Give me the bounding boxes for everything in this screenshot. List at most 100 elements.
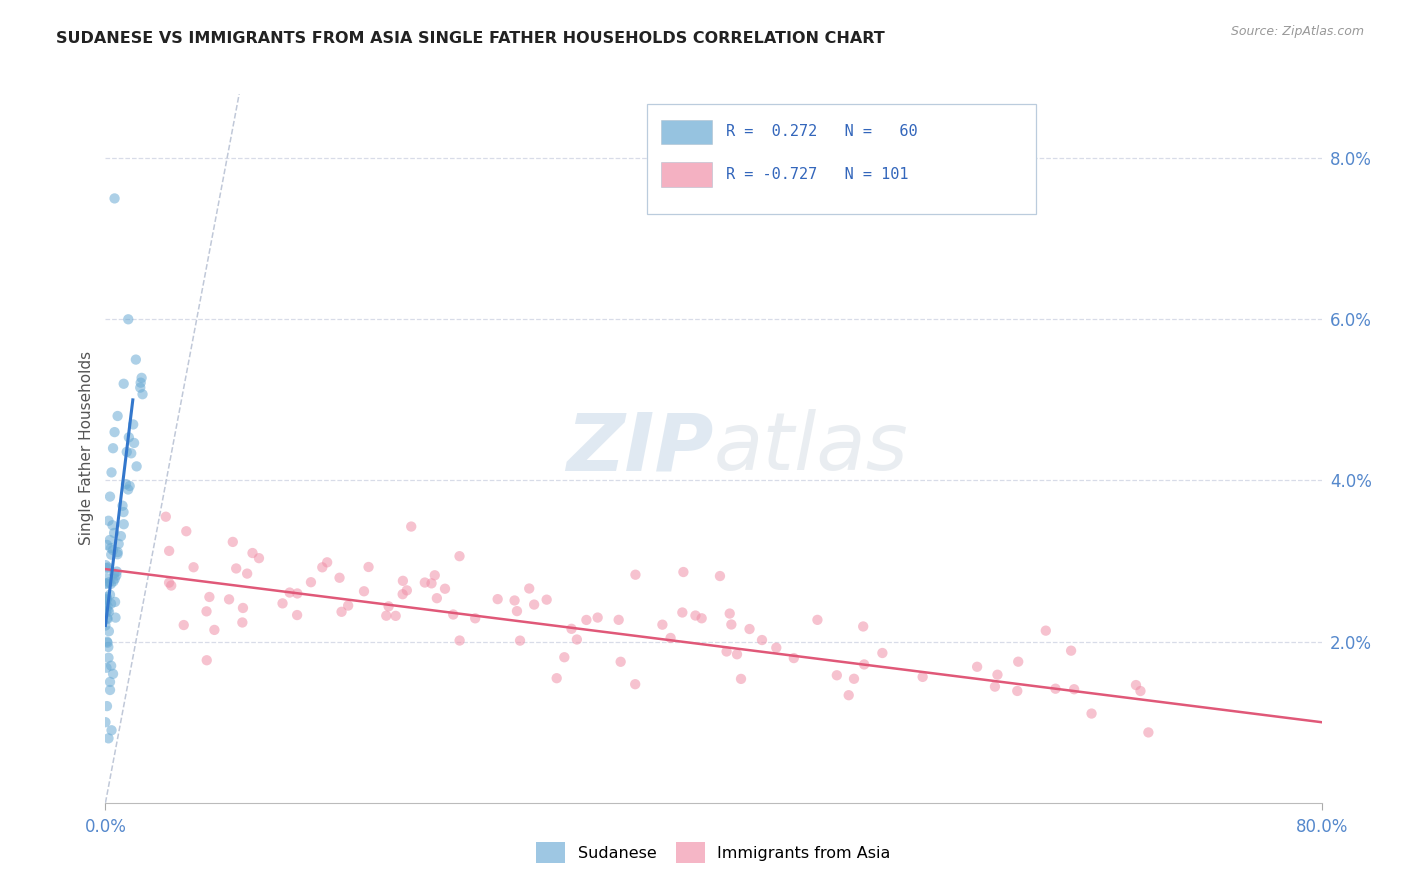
Point <box>105 565 128 579</box>
Point <box>1125 678 1147 692</box>
Point <box>120 446 142 460</box>
Point <box>218 592 240 607</box>
Point <box>96 592 118 607</box>
Point <box>842 672 865 686</box>
Point <box>560 622 582 636</box>
Point <box>100 548 122 562</box>
Point <box>97 514 120 528</box>
Point <box>523 598 546 612</box>
Point <box>433 582 456 596</box>
Point <box>337 599 360 613</box>
Point <box>672 565 695 579</box>
Point <box>565 632 588 647</box>
Point <box>103 566 125 581</box>
Point <box>183 560 205 574</box>
Point <box>553 650 575 665</box>
Point <box>231 615 253 630</box>
Y-axis label: Single Father Households: Single Father Households <box>79 351 94 545</box>
Point <box>236 566 259 581</box>
Point <box>536 592 558 607</box>
Point <box>96 571 118 585</box>
Point <box>651 617 673 632</box>
Point <box>353 584 375 599</box>
Point <box>94 558 117 573</box>
Point <box>129 376 152 390</box>
Point <box>96 576 118 591</box>
Point <box>107 547 129 561</box>
Point <box>449 633 471 648</box>
FancyBboxPatch shape <box>661 162 713 186</box>
Point <box>96 599 118 614</box>
Point <box>103 425 125 439</box>
Point <box>107 537 129 551</box>
Point <box>377 599 399 614</box>
Point <box>97 731 120 746</box>
Point <box>671 606 693 620</box>
Point <box>716 644 738 658</box>
Point <box>751 633 773 648</box>
Point <box>330 605 353 619</box>
Point <box>984 680 1007 694</box>
Point <box>738 622 761 636</box>
Point <box>157 544 180 558</box>
Point <box>391 587 413 601</box>
Point <box>97 624 120 639</box>
Point <box>872 646 894 660</box>
Point <box>100 658 122 673</box>
Point <box>328 571 350 585</box>
Point <box>112 376 135 391</box>
Point <box>395 583 418 598</box>
Point <box>131 387 153 401</box>
Point <box>426 591 449 606</box>
Point <box>98 674 121 689</box>
Point <box>609 655 631 669</box>
Point <box>157 575 180 590</box>
Point <box>155 509 177 524</box>
Point <box>118 430 141 444</box>
Point <box>464 611 486 625</box>
Point <box>103 525 125 540</box>
Point <box>101 666 124 681</box>
Point <box>111 499 134 513</box>
Point <box>546 671 568 685</box>
Point <box>118 479 141 493</box>
Point <box>1045 681 1067 696</box>
Point <box>97 560 120 574</box>
Point <box>104 572 127 586</box>
Point <box>1137 725 1160 739</box>
Point <box>503 593 526 607</box>
Point <box>423 568 446 582</box>
Point <box>160 578 183 592</box>
Point <box>96 590 118 604</box>
Point <box>413 575 436 590</box>
Point <box>725 648 748 662</box>
Point <box>509 633 531 648</box>
Point <box>131 371 153 385</box>
Point <box>586 610 609 624</box>
Point <box>96 636 118 650</box>
Point <box>96 592 118 607</box>
Point <box>112 517 135 532</box>
Point <box>96 699 118 714</box>
Point <box>94 576 117 591</box>
Point <box>176 524 198 539</box>
Point <box>399 519 422 533</box>
Point <box>986 667 1008 681</box>
Point <box>506 604 529 618</box>
Point <box>357 560 380 574</box>
Point <box>690 611 713 625</box>
Point <box>285 586 308 600</box>
Point <box>765 640 787 655</box>
Point <box>1035 624 1057 638</box>
Point <box>718 607 741 621</box>
Point <box>607 613 630 627</box>
Point <box>575 613 598 627</box>
Point <box>100 597 122 611</box>
Point <box>225 561 247 575</box>
Point <box>98 588 121 602</box>
Point <box>624 567 647 582</box>
Point <box>107 409 129 423</box>
Point <box>232 601 254 615</box>
Point <box>278 585 301 599</box>
Point <box>720 617 742 632</box>
